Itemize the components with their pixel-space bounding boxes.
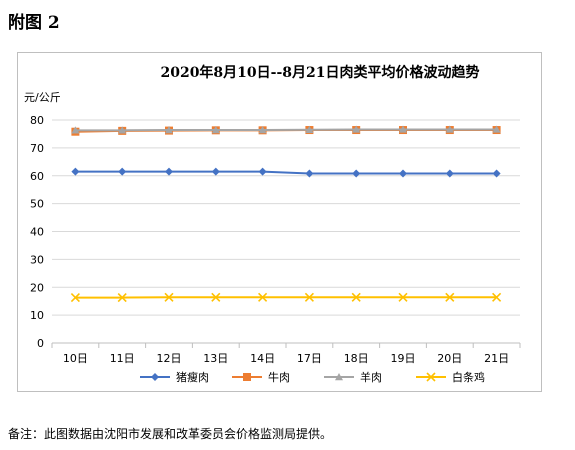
x-tick-label: 19日 — [391, 352, 416, 365]
data-point — [335, 373, 343, 381]
y-tick-label: 60 — [30, 170, 44, 183]
data-point — [492, 125, 501, 133]
data-point — [445, 169, 454, 178]
y-tick-label: 10 — [30, 309, 44, 322]
x-tick-label: 10日 — [63, 352, 88, 365]
data-point — [151, 373, 159, 381]
data-point — [492, 292, 502, 302]
data-point — [70, 292, 80, 303]
y-tick-label: 0 — [37, 337, 44, 350]
data-point — [258, 167, 267, 176]
x-axis-ticks: 10日 11日 12日 13日 14日 17日 18日 19日 20日 21日 — [51, 343, 521, 365]
series-line — [75, 170, 497, 175]
x-tick-label: 12日 — [157, 352, 182, 365]
legend: 猪瘦肉 牛肉 羊肉 白条鸡 — [140, 370, 485, 384]
legend-item: 白条鸡 — [416, 370, 485, 384]
data-point — [399, 169, 407, 178]
data-point — [304, 292, 314, 302]
data-point — [258, 292, 268, 302]
gridlines — [52, 119, 520, 344]
x-tick-label: 17日 — [297, 352, 322, 365]
data-point — [305, 125, 314, 133]
data-point — [352, 125, 361, 133]
data-point — [164, 292, 174, 302]
data-point — [258, 126, 267, 134]
series-line — [75, 128, 497, 132]
data-point — [445, 292, 455, 302]
series-triangle — [71, 125, 501, 134]
data-point — [243, 373, 251, 381]
data-point — [211, 126, 220, 134]
series-x — [70, 292, 502, 303]
data-point — [118, 167, 127, 176]
data-point — [492, 169, 501, 178]
data-point — [445, 125, 454, 133]
data-point — [305, 169, 314, 178]
data-point — [398, 292, 408, 302]
data-point — [211, 292, 221, 302]
footnote: 备注：此图数据由沈阳市发展和改革委员会价格监测局提供。 — [8, 427, 333, 441]
legend-label: 羊肉 — [360, 370, 382, 384]
y-tick-label: 80 — [30, 114, 44, 127]
legend-label: 白条鸡 — [452, 370, 485, 384]
y-tick-label: 30 — [30, 253, 44, 266]
legend-label: 牛肉 — [268, 370, 290, 384]
chart-title: 2020年8月10日--8月21日肉类平均价格波动趋势 — [160, 64, 479, 81]
data-point — [426, 372, 436, 382]
data-point — [165, 167, 173, 176]
line-chart: 2020年8月10日--8月21日肉类平均价格波动趋势 元/公斤 0 10 20 30… — [24, 64, 521, 384]
data-point — [71, 167, 80, 176]
series-diamond — [71, 167, 501, 178]
x-tick-label: 21日 — [484, 352, 509, 365]
data-point — [352, 169, 361, 178]
data-point — [118, 126, 127, 134]
legend-item: 猪瘦肉 — [140, 370, 209, 384]
x-tick-label: 14日 — [250, 352, 275, 365]
legend-item: 牛肉 — [232, 370, 290, 384]
legend-label: 猪瘦肉 — [176, 370, 209, 384]
x-tick-label: 18日 — [344, 352, 369, 365]
y-axis-ticks: 0 10 20 30 40 50 60 70 80 — [30, 114, 44, 350]
x-tick-label: 11日 — [110, 352, 135, 365]
y-tick-label: 50 — [30, 198, 44, 211]
x-tick-label: 20日 — [437, 352, 462, 365]
series-layer — [70, 125, 502, 303]
data-point — [351, 292, 361, 302]
figure-label: 附图 2 — [8, 13, 60, 33]
legend-item: 羊肉 — [324, 370, 382, 384]
chart-frame — [17, 52, 542, 392]
data-point — [399, 125, 407, 133]
data-point — [211, 167, 220, 176]
y-axis-unit-label: 元/公斤 — [24, 91, 61, 104]
data-point — [71, 126, 80, 134]
data-point — [117, 292, 127, 303]
data-point — [165, 126, 173, 134]
y-tick-label: 40 — [30, 226, 44, 239]
x-tick-label: 13日 — [203, 352, 228, 365]
y-tick-label: 20 — [30, 281, 44, 294]
y-tick-label: 70 — [30, 142, 44, 155]
